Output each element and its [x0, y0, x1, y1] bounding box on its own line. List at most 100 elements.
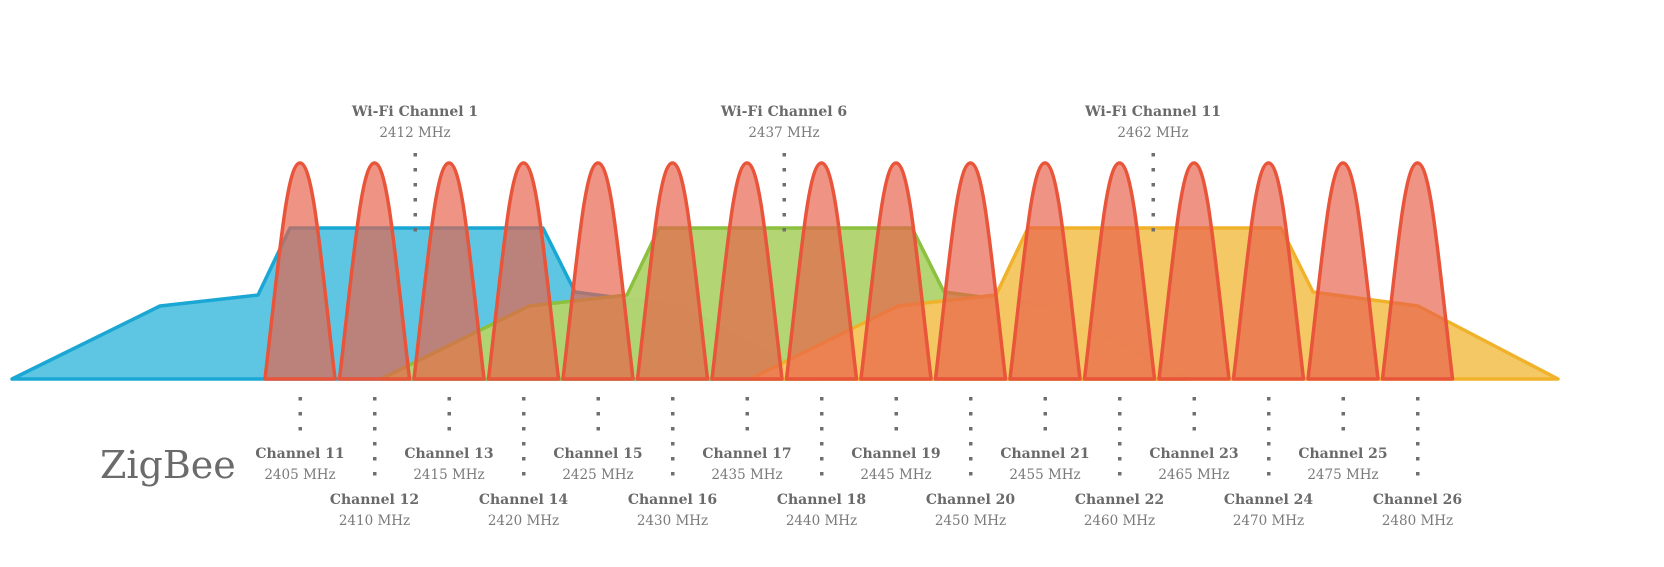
- wifi-center-dot: [413, 213, 417, 217]
- zigbee-center-dot: [820, 472, 824, 476]
- zigbee-channel-peak: [784, 161, 859, 381]
- zigbee-channel-freq: 2460 MHz: [1084, 513, 1155, 529]
- wifi-channel-label: Wi-Fi Channel 11: [1084, 104, 1221, 120]
- zigbee-channel-label: Channel 22: [1075, 492, 1164, 508]
- zigbee-center-dot: [1416, 442, 1420, 446]
- zigbee-center-dot: [671, 427, 675, 431]
- zigbee-channel-label: Channel 23: [1149, 446, 1238, 462]
- zigbee-channel-peak: [486, 161, 561, 381]
- zigbee-channel-freq: 2470 MHz: [1233, 513, 1304, 529]
- zigbee-center-dot: [596, 412, 600, 416]
- zigbee-center-dot: [596, 427, 600, 431]
- zigbee-channel-peak: [412, 161, 486, 381]
- zigbee-channel-freq: 2410 MHz: [339, 513, 410, 529]
- zigbee-channel-freq: 2435 MHz: [711, 467, 782, 483]
- wifi-channel-freq: 2437 MHz: [748, 125, 819, 141]
- zigbee-center-dot: [1267, 427, 1271, 431]
- wifi-center-dot: [782, 183, 786, 187]
- zigbee-center-dot: [522, 457, 526, 461]
- zigbee-center-dot: [1043, 412, 1047, 416]
- zigbee-center-dot: [894, 412, 898, 416]
- wifi-center-dot: [413, 153, 417, 157]
- zigbee-channel-freq: 2450 MHz: [935, 513, 1006, 529]
- zigbee-center-dot: [1267, 472, 1271, 476]
- zigbee-channel-freq: 2415 MHz: [413, 467, 484, 483]
- zigbee-channel-label: Channel 14: [479, 492, 569, 508]
- zigbee-center-dot: [1416, 427, 1420, 431]
- zigbee-center-dot: [1416, 412, 1420, 416]
- zigbee-center-dot: [820, 427, 824, 431]
- zigbee-center-dot: [1118, 412, 1122, 416]
- zigbee-center-dot: [447, 427, 451, 431]
- zigbee-center-dot: [745, 397, 749, 401]
- zigbee-center-dot: [522, 472, 526, 476]
- zigbee-center-dot: [1043, 427, 1047, 431]
- zigbee-center-dot: [522, 397, 526, 401]
- zigbee-channel-label: Channel 17: [702, 446, 791, 462]
- wifi-center-dot: [782, 153, 786, 157]
- zigbee-center-dot: [447, 412, 451, 416]
- zigbee-center-dot: [522, 442, 526, 446]
- zigbee-center-dot: [969, 472, 973, 476]
- zigbee-center-dot: [969, 442, 973, 446]
- zigbee-center-dot: [745, 412, 749, 416]
- zigbee-center-dot: [671, 412, 675, 416]
- zigbee-center-dot: [969, 397, 973, 401]
- wifi-center-dot: [413, 168, 417, 172]
- zigbee-center-dot: [820, 412, 824, 416]
- zigbee-channel-freq: 2455 MHz: [1009, 467, 1080, 483]
- zigbee-center-dot: [1267, 442, 1271, 446]
- zigbee-center-dot: [671, 397, 675, 401]
- zigbee-center-dot: [1118, 457, 1122, 461]
- wifi-center-dot: [1151, 198, 1155, 202]
- zigbee-center-dot: [894, 397, 898, 401]
- zigbee-channel-freq: 2440 MHz: [786, 513, 857, 529]
- zigbee-channel-label: Channel 18: [777, 492, 866, 508]
- zigbee-center-dot: [1192, 412, 1196, 416]
- zigbee-center-dot: [1118, 397, 1122, 401]
- zigbee-center-dot: [1118, 472, 1122, 476]
- zigbee-channel-label: Channel 16: [628, 492, 717, 508]
- zigbee-channel-label: Channel 20: [926, 492, 1016, 508]
- zigbee-channel-freq: 2480 MHz: [1382, 513, 1453, 529]
- zigbee-center-dot: [1341, 427, 1345, 431]
- zigbee-center-dot: [298, 412, 302, 416]
- zigbee-channel-label: Channel 13: [404, 446, 493, 462]
- zigbee-channel-freq: 2445 MHz: [860, 467, 931, 483]
- zigbee-center-dot: [1341, 397, 1345, 401]
- zigbee-channel-peak: [1082, 161, 1157, 381]
- zigbee-channel-peak: [710, 161, 784, 381]
- wifi-center-dot: [413, 228, 417, 232]
- zigbee-center-dot: [373, 397, 377, 401]
- zigbee-channel-peak: [561, 161, 635, 381]
- zigbee-channel-freq: 2475 MHz: [1307, 467, 1378, 483]
- zigbee-channel-peak: [1157, 161, 1231, 381]
- zigbee-center-dot: [671, 457, 675, 461]
- zigbee-center-dot: [298, 397, 302, 401]
- zigbee-center-dot: [1043, 397, 1047, 401]
- zigbee-center-dot: [1267, 412, 1271, 416]
- zigbee-center-dot: [671, 442, 675, 446]
- zigbee-center-dot: [522, 412, 526, 416]
- zigbee-channel-peak: [263, 161, 337, 381]
- wifi-center-dot: [413, 198, 417, 202]
- zigbee-center-dot: [969, 457, 973, 461]
- zigbee-center-dot: [1416, 457, 1420, 461]
- zigbee-spectrum-layer: [263, 161, 1455, 381]
- zigbee-center-dot: [447, 397, 451, 401]
- zigbee-channel-freq: 2405 MHz: [264, 467, 335, 483]
- zigbee-center-dot: [1267, 397, 1271, 401]
- zigbee-channel-peak: [1231, 161, 1306, 381]
- zigbee-channel-peak: [1008, 161, 1082, 381]
- zigbee-center-dot: [969, 427, 973, 431]
- zigbee-channel-freq: 2425 MHz: [562, 467, 633, 483]
- zigbee-channel-peak: [859, 161, 933, 381]
- zigbee-channel-peak: [933, 161, 1008, 381]
- zigbee-channel-label: Channel 15: [553, 446, 642, 462]
- zigbee-channel-label: Channel 12: [330, 492, 419, 508]
- wifi-center-dot: [1151, 228, 1155, 232]
- zigbee-center-dot: [745, 427, 749, 431]
- zigbee-channel-peak: [1380, 161, 1455, 381]
- zigbee-center-dot: [1118, 442, 1122, 446]
- zigbee-channel-peak: [1306, 161, 1380, 381]
